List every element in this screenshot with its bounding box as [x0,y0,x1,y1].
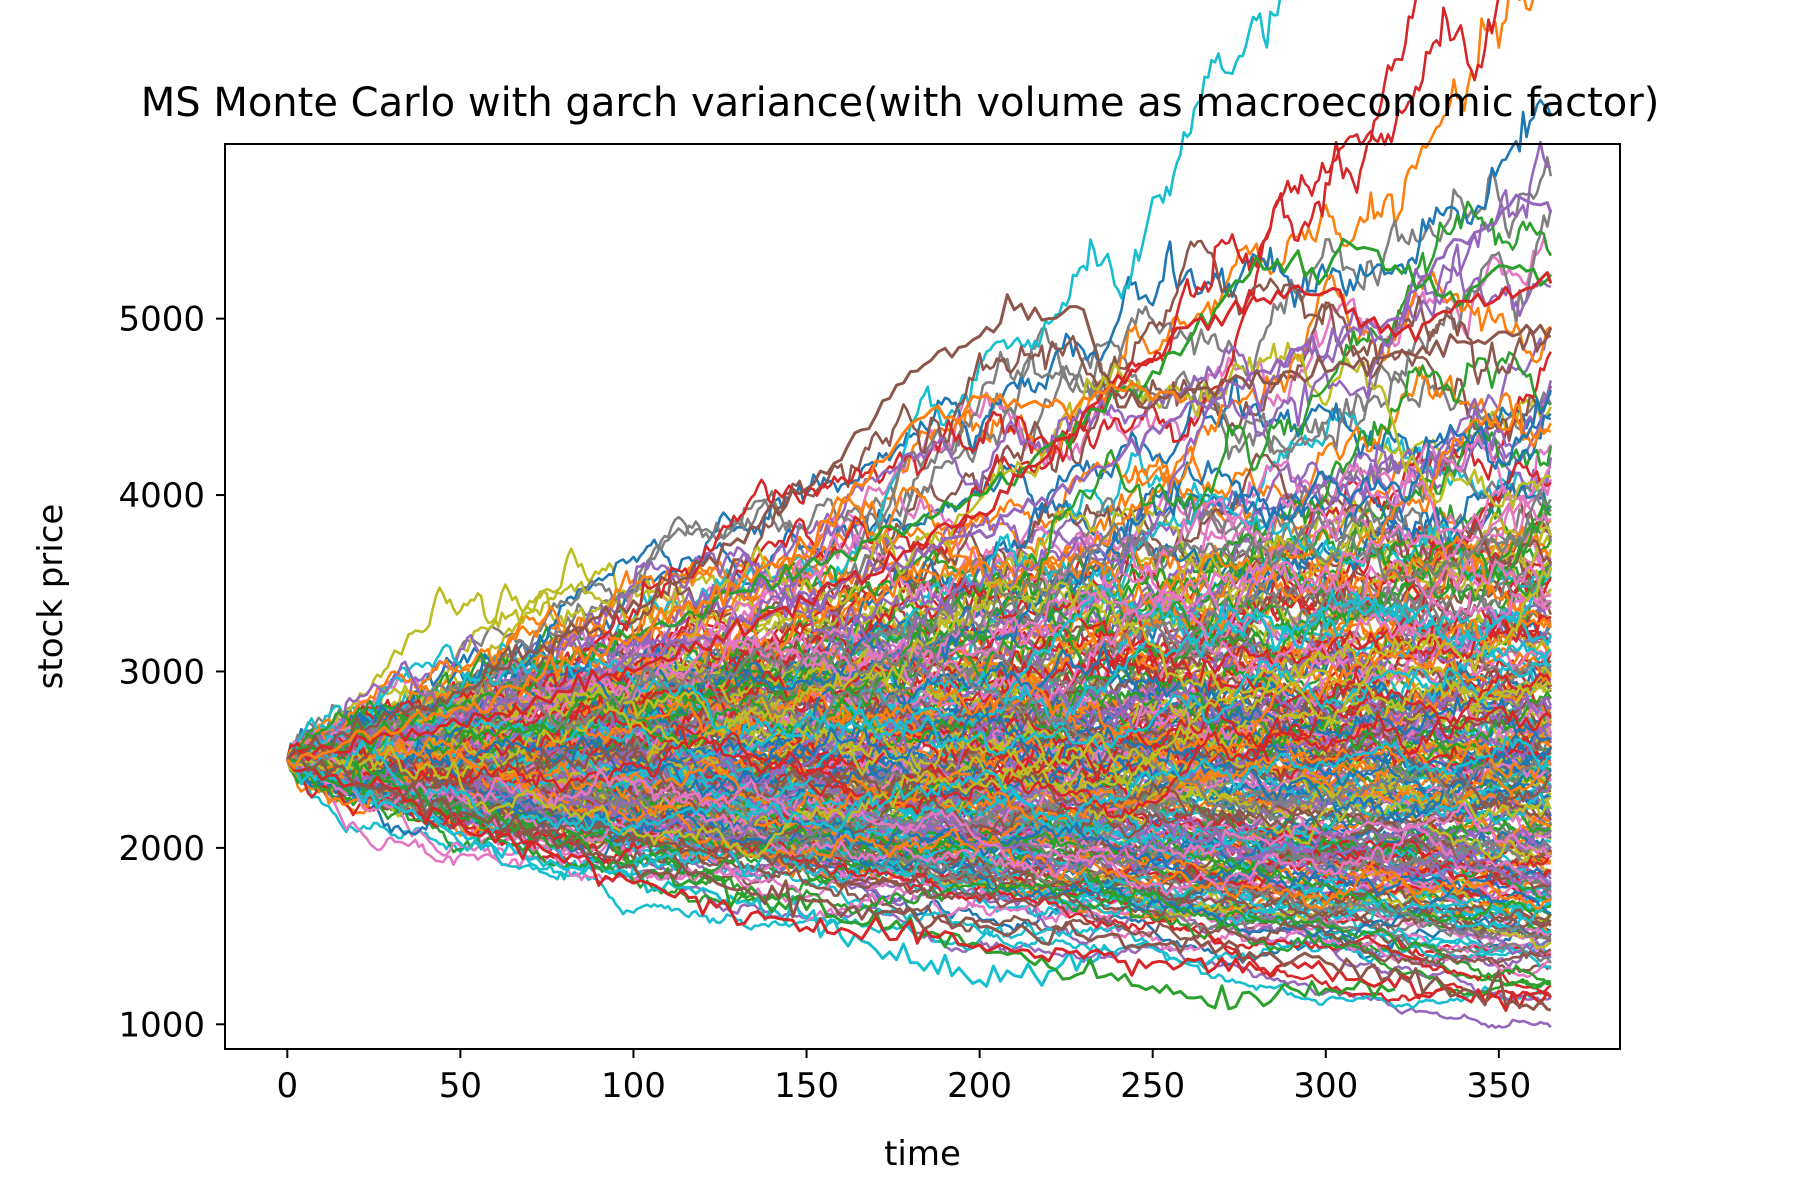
series-line [286,576,1552,762]
x-tick-label: 200 [947,1066,1012,1106]
chart-title: MS Monte Carlo with garch variance(with … [141,80,1660,126]
x-axis-label: time [884,1134,961,1174]
series-line [286,496,1552,763]
x-tick-label: 150 [774,1066,839,1106]
y-tick-label: 4000 [118,476,205,516]
series-line [287,750,1552,848]
x-tick-label: 0 [276,1066,298,1106]
series-line [287,757,1551,885]
x-axis: 0 50 100 150 200 250 300 350 [276,1049,1531,1106]
y-tick-label: 3000 [118,652,205,692]
series-line [286,577,1552,788]
series-line-extreme [286,381,1189,770]
x-tick-label: 250 [1120,1066,1185,1106]
series-line [286,736,1552,836]
series-line [287,341,1552,791]
series-line [286,140,1552,777]
series-line [286,566,1553,767]
series-line [286,488,1552,769]
series-line [286,691,1552,845]
x-tick-label: 100 [601,1066,666,1106]
series-line-extreme [286,271,1553,762]
y-tick-label: 2000 [118,829,205,869]
x-tick-label: 50 [439,1066,482,1106]
y-tick-label: 1000 [118,1005,205,1045]
series-line-extreme [286,747,1552,1012]
series-line-extreme [286,758,1553,1012]
series-line [286,584,1553,761]
series-line [286,494,1552,782]
series-line [286,495,1552,761]
series-paths [286,0,1553,1029]
series-line [286,758,1551,897]
y-axis-label: stock price [31,504,71,690]
x-tick-label: 350 [1466,1066,1531,1106]
y-tick-label: 5000 [118,300,205,340]
series-line [286,596,1552,764]
series-line [286,739,1552,915]
series-line-extreme [286,193,1553,766]
series-line [286,680,1552,859]
series-line [286,712,1552,824]
series-line [286,689,1552,816]
series-line-extreme [286,293,1553,761]
series-line [286,465,1552,780]
series-line [286,648,1552,763]
y-axis: 1000 2000 3000 4000 5000 [118,300,225,1045]
plot-frame [224,143,1621,1050]
series-line [286,557,1552,763]
x-tick-label: 300 [1293,1066,1358,1106]
